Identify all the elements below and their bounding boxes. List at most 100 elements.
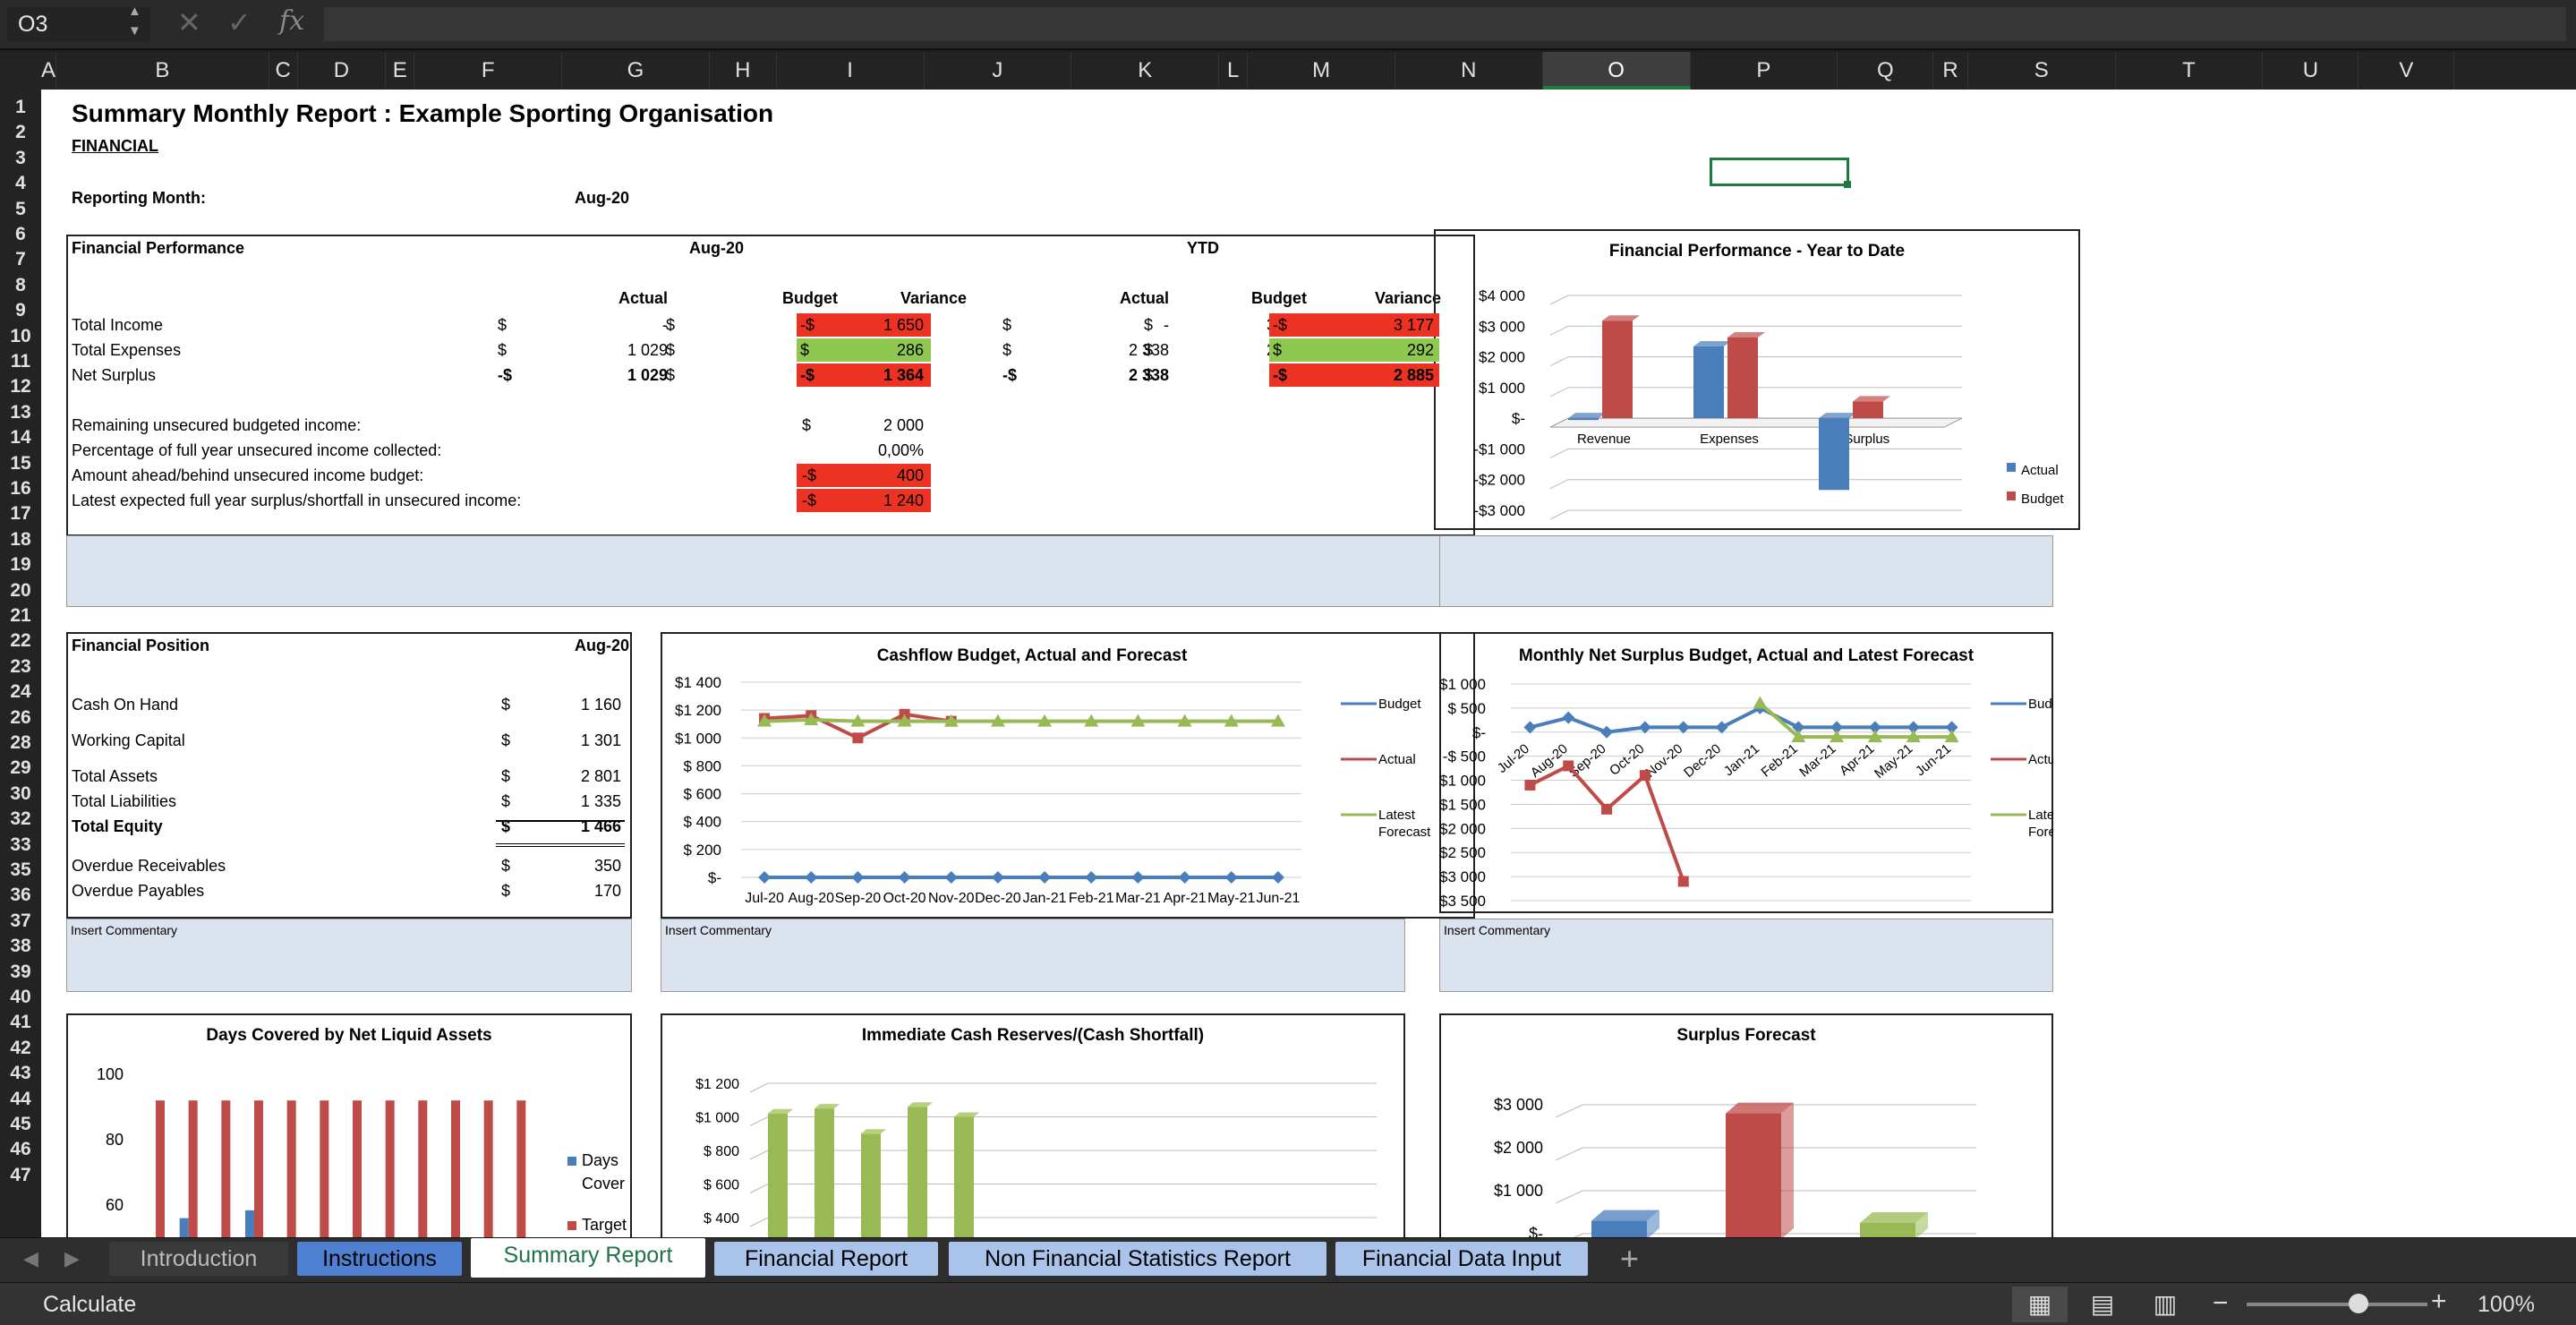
name-box-down-icon[interactable]: ▼	[128, 23, 141, 38]
row-header-47[interactable]: 47	[10, 1164, 31, 1185]
row-header-12[interactable]: 12	[10, 376, 31, 398]
row-header-38[interactable]: 38	[10, 936, 31, 957]
row-header-16[interactable]: 16	[10, 478, 31, 499]
row-header-46[interactable]: 46	[10, 1139, 31, 1160]
column-header-p[interactable]: P	[1691, 52, 1838, 90]
chart-ytd-commentary[interactable]	[1439, 535, 2053, 607]
row-header-3[interactable]: 3	[15, 147, 26, 168]
row-header-9[interactable]: 9	[15, 300, 26, 321]
row-header-6[interactable]: 6	[15, 224, 26, 244]
position-commentary[interactable]: Insert Commentary	[66, 919, 632, 992]
row-header-2[interactable]: 2	[15, 122, 26, 143]
row-header-36[interactable]: 36	[10, 885, 31, 906]
fill-handle[interactable]	[1844, 181, 1851, 188]
bar	[1726, 1113, 1781, 1237]
row-header-41[interactable]: 41	[10, 1012, 31, 1033]
zoom-slider[interactable]	[2247, 1303, 2427, 1306]
page-layout-icon[interactable]: ▤	[2090, 1290, 2115, 1318]
row-header-39[interactable]: 39	[10, 961, 31, 982]
sheet-tab-instructions[interactable]: Instructions	[297, 1242, 462, 1276]
row-header-23[interactable]: 23	[10, 655, 31, 677]
row-header-21[interactable]: 21	[10, 605, 31, 626]
zoom-slider-thumb[interactable]	[2349, 1294, 2369, 1313]
column-header-f[interactable]: F	[414, 52, 563, 90]
column-header-v[interactable]: V	[2358, 52, 2455, 90]
formula-input[interactable]	[324, 7, 2566, 41]
zoom-out-icon[interactable]: −	[2213, 1288, 2229, 1318]
row-header-19[interactable]: 19	[10, 554, 31, 576]
column-header-l[interactable]: L	[1219, 52, 1249, 90]
column-header-o[interactable]: O	[1542, 52, 1691, 90]
column-header-m[interactable]: M	[1248, 52, 1395, 90]
fp-extra-label: Percentage of full year unsecured income…	[72, 441, 442, 459]
sheet-tab-summary-report[interactable]: Summary Report	[471, 1238, 705, 1278]
row-header-7[interactable]: 7	[15, 249, 26, 270]
row-header-20[interactable]: 20	[10, 579, 31, 601]
active-cell-o3[interactable]	[1710, 158, 1849, 186]
row-header-35[interactable]: 35	[10, 859, 31, 880]
row-header-32[interactable]: 32	[10, 808, 31, 830]
column-header-k[interactable]: K	[1071, 52, 1220, 90]
column-header-q[interactable]: Q	[1838, 52, 1934, 90]
column-header-g[interactable]: G	[562, 52, 710, 90]
column-header-t[interactable]: T	[2116, 52, 2264, 90]
row-header-18[interactable]: 18	[10, 528, 31, 550]
row-header-29[interactable]: 29	[10, 757, 31, 779]
sheet-tab-introduction[interactable]: Introduction	[109, 1242, 288, 1276]
zoom-in-icon[interactable]: +	[2431, 1287, 2447, 1316]
row-header-10[interactable]: 10	[10, 325, 31, 346]
row-header-8[interactable]: 8	[15, 274, 26, 295]
prev-sheet-icon[interactable]: ◀	[23, 1247, 38, 1269]
row-header-37[interactable]: 37	[10, 910, 31, 931]
column-header-e[interactable]: E	[386, 52, 415, 90]
row-header-43[interactable]: 43	[10, 1063, 31, 1084]
column-header-j[interactable]: J	[925, 52, 1072, 90]
column-header-c[interactable]: C	[269, 52, 298, 90]
row-header-40[interactable]: 40	[10, 987, 31, 1007]
row-header-13[interactable]: 13	[10, 401, 31, 423]
sheet-tab-financial-data-input[interactable]: Financial Data Input	[1335, 1242, 1588, 1276]
calculate-button[interactable]: Calculate	[43, 1292, 137, 1317]
row-header-28[interactable]: 28	[10, 732, 31, 753]
name-box[interactable]: O3	[7, 7, 150, 41]
row-header-26[interactable]: 26	[10, 706, 31, 728]
row-header-42[interactable]: 42	[10, 1037, 31, 1058]
add-sheet-icon[interactable]: +	[1620, 1240, 1640, 1277]
fx-icon[interactable]: fx	[279, 5, 305, 37]
next-sheet-icon[interactable]: ▶	[64, 1247, 80, 1269]
worksheet[interactable]: Summary Monthly Report : Example Sportin…	[41, 90, 2576, 1237]
column-header-b[interactable]: B	[56, 52, 269, 90]
column-header-i[interactable]: I	[777, 52, 925, 90]
column-header-a[interactable]: A	[41, 52, 57, 90]
row-header-1[interactable]: 1	[15, 97, 26, 117]
row-header-24[interactable]: 24	[10, 681, 31, 703]
row-header-11[interactable]: 11	[10, 351, 31, 372]
normal-view-icon[interactable]: ▦	[2012, 1287, 2068, 1322]
column-header-d[interactable]: D	[298, 52, 387, 90]
chart-cashflow: $1 400 $1 200 $1 000 $ 800 $ 600 $ 400 $ 200 $-…	[675, 674, 1431, 906]
row-header-15[interactable]: 15	[10, 452, 31, 474]
row-header-45[interactable]: 45	[10, 1114, 31, 1134]
name-box-up-icon[interactable]: ▲	[128, 4, 141, 19]
column-header-n[interactable]: N	[1395, 52, 1543, 90]
sheet-tab-non-financial-statistics-report[interactable]: Non Financial Statistics Report	[949, 1242, 1326, 1276]
column-header-h[interactable]: H	[710, 52, 777, 90]
column-header-u[interactable]: U	[2263, 52, 2359, 90]
row-header-17[interactable]: 17	[10, 503, 31, 525]
enter-icon[interactable]: ✓	[227, 6, 252, 38]
cashflow-commentary[interactable]: Insert Commentary	[661, 919, 1405, 992]
row-header-4[interactable]: 4	[15, 173, 26, 194]
fp-commentary[interactable]	[66, 535, 1475, 607]
row-header-44[interactable]: 44	[10, 1088, 31, 1109]
column-header-r[interactable]: R	[1933, 52, 1968, 90]
row-header-30[interactable]: 30	[10, 782, 31, 804]
netsurplus-commentary[interactable]: Insert Commentary	[1439, 919, 2053, 992]
row-header-33[interactable]: 33	[10, 833, 31, 855]
cancel-icon[interactable]: ✕	[177, 6, 201, 38]
sheet-tab-financial-report[interactable]: Financial Report	[714, 1242, 938, 1276]
row-header-5[interactable]: 5	[15, 198, 26, 219]
column-header-s[interactable]: S	[1968, 52, 2116, 90]
row-header-14[interactable]: 14	[10, 427, 31, 449]
page-break-icon[interactable]: ▥	[2153, 1290, 2178, 1318]
row-header-22[interactable]: 22	[10, 630, 31, 652]
